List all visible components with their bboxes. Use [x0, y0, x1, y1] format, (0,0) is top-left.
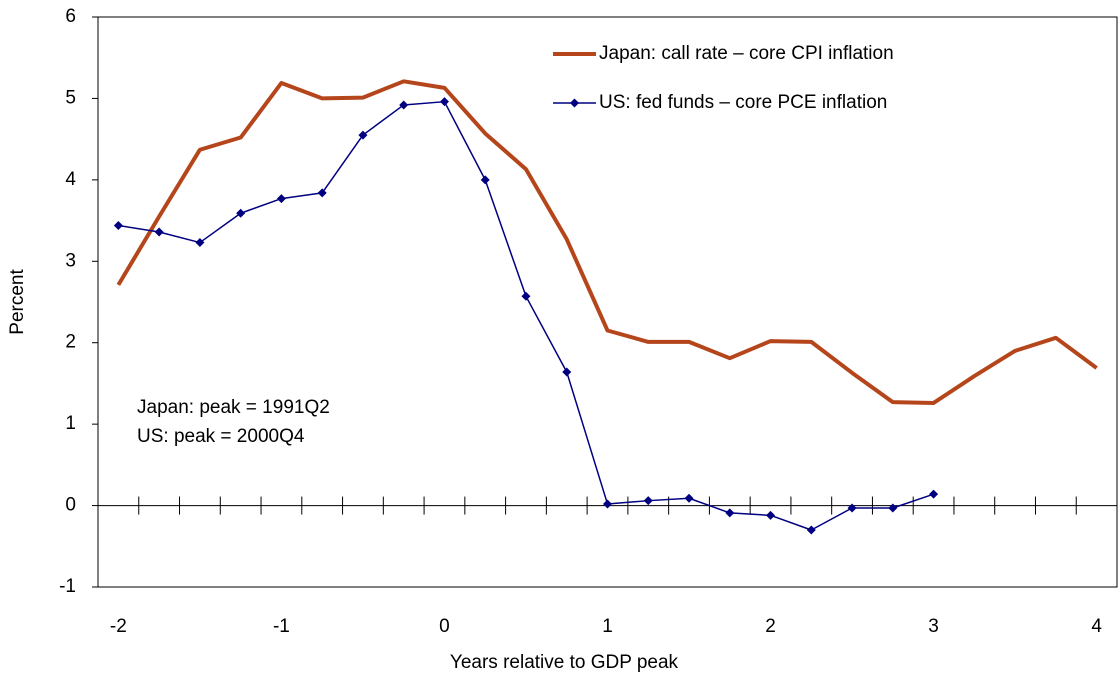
- data-point: [480, 175, 490, 185]
- data-point: [643, 496, 653, 506]
- y-tick-label: 1: [65, 413, 76, 434]
- y-tick-label: 0: [65, 495, 76, 516]
- data-point: [399, 100, 409, 110]
- data-point: [603, 499, 612, 509]
- x-tick-label: 2: [765, 616, 776, 637]
- x-tick-label: -2: [110, 616, 127, 637]
- data-point: [195, 238, 205, 248]
- data-point: [766, 510, 776, 520]
- data-point: [236, 208, 246, 218]
- y-tick-label: 4: [65, 169, 76, 190]
- x-axis-label: Years relative to GDP peak: [450, 652, 679, 673]
- data-point: [113, 220, 123, 230]
- data-point: [154, 227, 164, 237]
- y-tick-label: -1: [59, 576, 76, 597]
- plot-frame: [97, 16, 1118, 588]
- data-point: [929, 489, 939, 499]
- data-point: [521, 291, 531, 301]
- annotation: Japan: peak = 1991Q2: [137, 397, 330, 418]
- data-point: [888, 503, 898, 513]
- data-point: [806, 525, 816, 535]
- y-axis-label: Percent: [7, 269, 28, 335]
- y-tick-label: 6: [65, 6, 76, 27]
- data-point: [847, 503, 857, 513]
- data-point: [562, 367, 572, 377]
- data-point: [276, 194, 286, 204]
- data-point: [439, 97, 449, 107]
- data-point: [358, 130, 368, 140]
- series-line: [118, 100, 934, 531]
- data-point: [684, 493, 694, 503]
- legend-label: US: fed funds – core PCE inflation: [599, 92, 887, 113]
- series-line: [116, 79, 1098, 405]
- legend-marker: [570, 98, 579, 108]
- legend-label: Japan: call rate – core CPI inflation: [599, 43, 894, 64]
- x-tick-label: 3: [928, 616, 939, 637]
- y-tick-label: 2: [65, 332, 76, 353]
- x-tick-label: 4: [1091, 616, 1102, 637]
- y-tick-label: 5: [65, 87, 76, 108]
- data-point: [725, 508, 735, 518]
- x-tick-label: 1: [602, 616, 613, 637]
- x-tick-label: 0: [439, 616, 450, 637]
- x-tick-label: -1: [273, 616, 290, 637]
- y-tick-label: 3: [65, 250, 76, 271]
- annotation: US: peak = 2000Q4: [137, 426, 305, 447]
- data-point: [317, 188, 327, 198]
